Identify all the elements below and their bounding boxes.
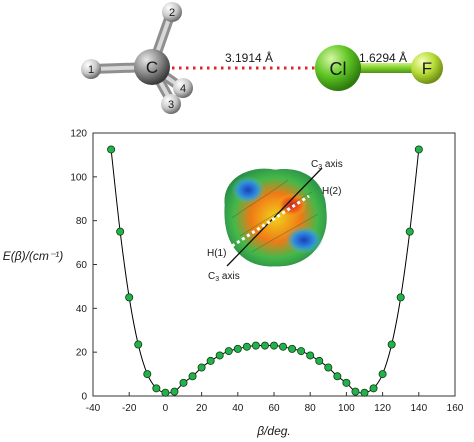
hydrogen-label-4: 4 (180, 83, 186, 95)
x-tick-label: 140 (410, 403, 427, 414)
c3-axis-label-top: C3 axis (311, 159, 343, 171)
chlorine-label: Cl (330, 59, 347, 79)
axis-ticks: -40 -20 0 20 40 60 80 100 120 140 160 0 20 40 60 80 100 1… (70, 129, 463, 415)
data-point (251, 341, 260, 350)
bond-distance-label: 1.6294 Å (359, 50, 407, 65)
data-point (396, 293, 405, 302)
data-point (279, 342, 288, 351)
data-point (260, 341, 269, 350)
energy-chart: -40 -20 0 20 40 60 80 100 120 140 160 0 20 40 60 80 100 1… (3, 129, 464, 439)
hydrogen-atom-3 (161, 94, 181, 114)
chlorine-atom (315, 45, 361, 91)
h1-label: H(1) (207, 248, 226, 259)
surface-blue-patch-right (285, 226, 323, 254)
data-point (288, 344, 297, 353)
x-tick-label: 100 (338, 403, 355, 414)
surface-contour-lines (231, 179, 319, 253)
hydrogen-atom-2 (162, 2, 182, 22)
y-tick-label: 40 (76, 304, 88, 315)
data-point (342, 378, 351, 387)
x-tick-label: 120 (374, 403, 391, 414)
data-point (297, 347, 306, 356)
h2-label: H(2) (322, 186, 341, 197)
surface-red-patch (277, 193, 307, 217)
data-point (387, 340, 396, 349)
inset-surface (224, 167, 327, 267)
hydrogen-label-3: 3 (168, 99, 174, 111)
contact-distance-label: 3.1914 Å (225, 50, 273, 65)
x-tick-label: -40 (86, 403, 101, 414)
y-tick-label: 80 (76, 216, 88, 227)
x-tick-label: 40 (232, 403, 244, 414)
energy-markers (107, 145, 423, 397)
data-point (414, 145, 423, 154)
x-tick-label: 80 (305, 403, 317, 414)
y-tick-label: 60 (76, 260, 88, 271)
data-point (269, 341, 278, 350)
x-tick-label: 20 (196, 403, 208, 414)
hydrogen-label-2: 2 (169, 7, 175, 19)
hydrogen-atom-4 (173, 78, 193, 98)
data-point (206, 356, 215, 365)
y-tick-label: 20 (76, 348, 88, 359)
data-point (306, 351, 315, 360)
carbon-atom (134, 49, 170, 85)
surface-blue-patch-left (231, 176, 265, 204)
data-point (125, 293, 134, 302)
data-point (224, 347, 233, 356)
data-point (179, 378, 188, 387)
data-point (233, 344, 242, 353)
data-point (369, 384, 378, 393)
data-point (107, 145, 116, 154)
c3-axis-line (226, 167, 323, 267)
data-point (215, 351, 224, 360)
fluorine-atom (411, 52, 443, 84)
data-point (134, 340, 143, 349)
hydrogen-atom-1 (81, 59, 101, 79)
data-point (378, 370, 387, 379)
data-point (405, 227, 414, 236)
cl-f-bond (345, 63, 423, 73)
x-axis-label: β/deg. (256, 424, 291, 438)
data-point (170, 387, 179, 396)
c3-axis-label-bottom: C3 axis (208, 271, 240, 283)
y-tick-label: 0 (81, 392, 87, 403)
molecule-panel: 4 C 1 2 3 3.1914 Å 1.6294 Å Cl F (81, 2, 443, 114)
data-point (360, 388, 369, 397)
data-point (242, 342, 251, 351)
data-point (324, 363, 333, 372)
x-tick-label: 60 (268, 403, 280, 414)
y-tick-label: 100 (70, 172, 87, 183)
x-tick-label: 160 (447, 403, 464, 414)
data-point (197, 363, 206, 372)
data-point (188, 372, 197, 381)
fluorine-label: F (422, 59, 432, 78)
data-point (116, 227, 125, 236)
data-point (315, 356, 324, 365)
hydrogen-label-1: 1 (88, 64, 94, 76)
x-tick-label: 0 (163, 403, 169, 414)
data-point (333, 372, 342, 381)
carbon-label: C (146, 58, 158, 77)
data-point (152, 384, 161, 393)
x-tick-label: -20 (122, 403, 137, 414)
y-axis-label: E(β)/(cm⁻¹) (3, 249, 64, 263)
data-point (161, 388, 170, 397)
y-tick-label: 120 (70, 129, 87, 140)
data-point (143, 370, 152, 379)
data-point (351, 387, 360, 396)
